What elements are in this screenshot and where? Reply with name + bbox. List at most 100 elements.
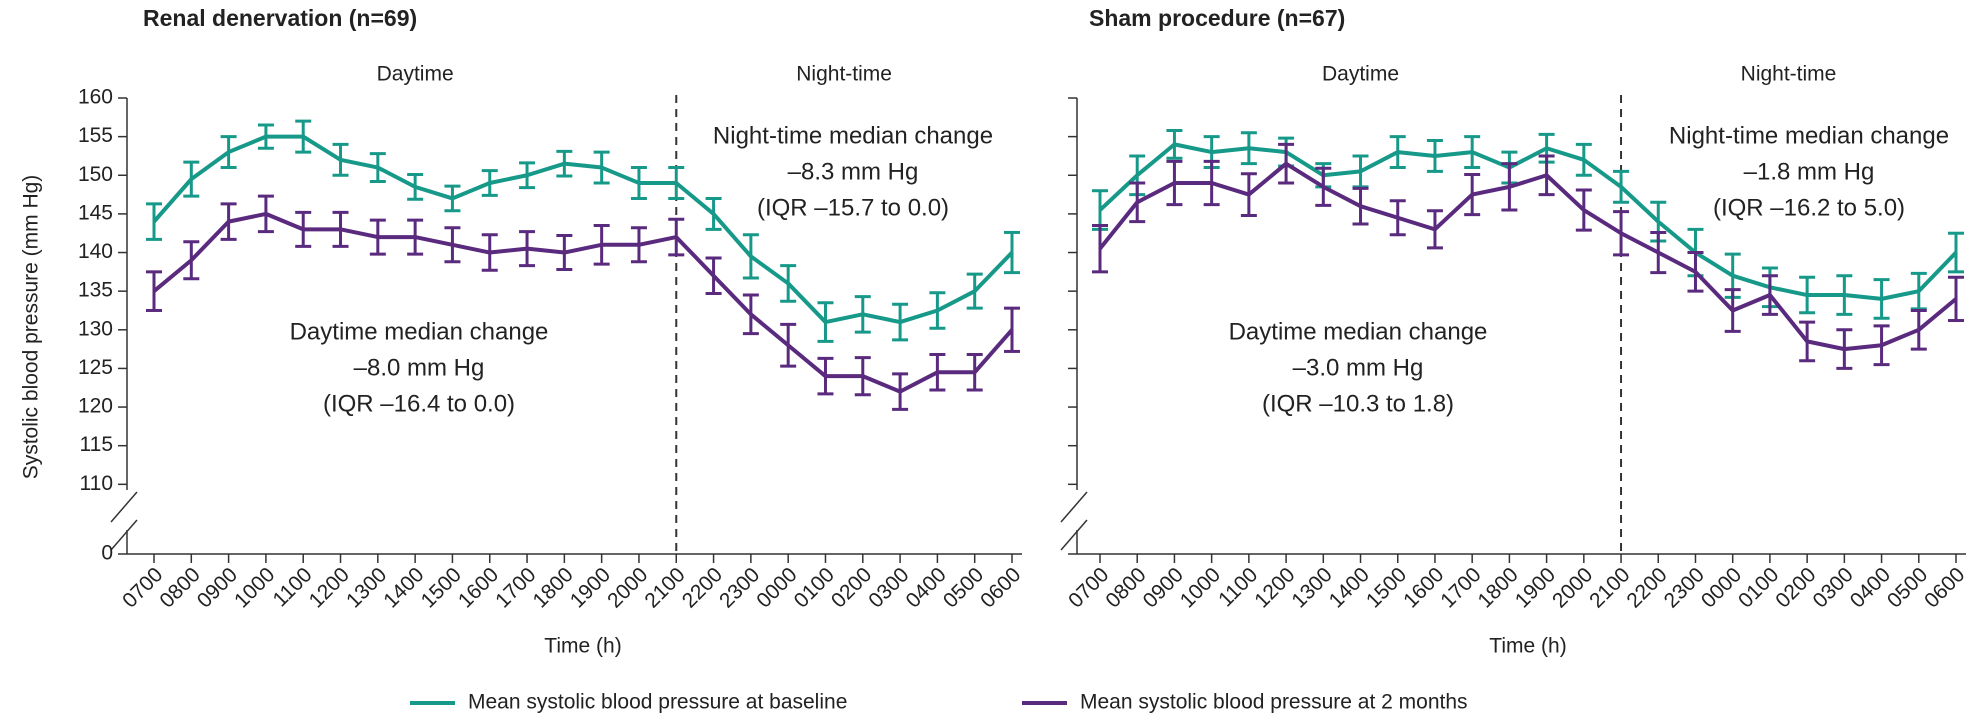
error-bar bbox=[1575, 188, 1592, 232]
error-bar bbox=[556, 149, 573, 178]
error-bar bbox=[1724, 288, 1741, 333]
error-bar bbox=[854, 356, 871, 397]
error-bar bbox=[220, 135, 237, 170]
annotation: Night-time median change bbox=[713, 122, 993, 149]
series-line bbox=[1098, 142, 1958, 301]
x-tick-label: 1400 bbox=[1325, 563, 1374, 612]
error-bar bbox=[780, 322, 797, 368]
error-bar bbox=[966, 272, 983, 310]
axis-break bbox=[110, 491, 138, 523]
error-bar bbox=[220, 202, 237, 241]
series-line bbox=[152, 134, 1014, 325]
error-bar bbox=[1092, 223, 1108, 274]
error-bar bbox=[1166, 128, 1183, 160]
x-tick-label: 1000 bbox=[230, 563, 279, 612]
y-tick-label: 150 bbox=[78, 163, 113, 186]
axis-break bbox=[110, 519, 138, 551]
y-axis-label: Systolic blood pressure (mm Hg) bbox=[20, 175, 43, 480]
error-bar bbox=[1166, 159, 1183, 207]
error-bar bbox=[407, 172, 424, 201]
error-bar bbox=[929, 291, 946, 330]
annotation: –1.8 mm Hg bbox=[1744, 158, 1875, 185]
error-bar bbox=[1613, 169, 1630, 204]
annotation: Daytime median change bbox=[1229, 318, 1488, 345]
x-tick-label: 1300 bbox=[1287, 563, 1336, 612]
error-bar bbox=[1538, 154, 1555, 197]
error-bar bbox=[1761, 274, 1778, 316]
y-tick-label: 130 bbox=[78, 317, 113, 340]
error-bar bbox=[1910, 308, 1927, 351]
x-tick-label: 0800 bbox=[1101, 563, 1150, 612]
y-tick-label: 135 bbox=[78, 279, 113, 302]
x-tick-label: 1900 bbox=[1511, 563, 1560, 612]
x-tick-label: 1100 bbox=[268, 563, 316, 611]
chart-title: Renal denervation (n=69) bbox=[143, 5, 417, 31]
error-bar bbox=[1426, 209, 1443, 250]
error-bar bbox=[668, 217, 685, 257]
annotation: (IQR –15.7 to 0.0) bbox=[757, 194, 949, 221]
x-tick-label: 0600 bbox=[976, 563, 1025, 612]
error-bar bbox=[1948, 231, 1964, 274]
error-bar bbox=[1315, 166, 1332, 207]
error-bar bbox=[817, 301, 834, 343]
axis-break bbox=[1060, 491, 1088, 523]
error-bar bbox=[1687, 251, 1704, 293]
x-tick-label: 1900 bbox=[566, 563, 615, 612]
x-tick-label: 1600 bbox=[1399, 563, 1448, 612]
y-tick-label: 160 bbox=[78, 86, 113, 109]
x-tick-label: 1800 bbox=[1474, 563, 1523, 612]
error-bar bbox=[444, 226, 461, 264]
y-tick-label: 140 bbox=[78, 240, 113, 263]
annotation: (IQR –16.4 to 0.0) bbox=[323, 390, 515, 417]
error-bar bbox=[407, 218, 424, 256]
y-tick-label: 115 bbox=[80, 433, 113, 456]
x-tick-label: 2000 bbox=[603, 563, 652, 612]
axis-break bbox=[1060, 519, 1088, 551]
error-bar bbox=[1389, 135, 1406, 170]
error-bar bbox=[519, 161, 536, 190]
series-line bbox=[1098, 161, 1958, 352]
error-bar bbox=[742, 293, 759, 336]
error-bar bbox=[556, 234, 573, 272]
error-bar bbox=[1650, 230, 1667, 275]
x-tick-label: 1500 bbox=[1362, 563, 1411, 612]
y-tick-label: 120 bbox=[78, 395, 113, 418]
error-bar bbox=[332, 142, 349, 177]
x-tick-label: 1200 bbox=[1250, 563, 1299, 612]
error-bar bbox=[1873, 324, 1890, 367]
error-bar bbox=[1092, 189, 1108, 231]
x-tick-label: 0500 bbox=[1883, 563, 1932, 612]
x-tick-label: 2000 bbox=[1548, 563, 1597, 612]
error-bar bbox=[183, 240, 200, 281]
chart-title: Sham procedure (n=67) bbox=[1089, 5, 1345, 31]
error-bar bbox=[1799, 275, 1816, 315]
x-tick-label: 1000 bbox=[1176, 563, 1225, 612]
error-bar bbox=[369, 152, 386, 183]
period-label: Daytime bbox=[1322, 63, 1399, 86]
error-bar bbox=[705, 256, 722, 295]
error-bar bbox=[295, 119, 312, 154]
x-tick-label: 0000 bbox=[1697, 563, 1746, 612]
error-bar bbox=[481, 169, 498, 197]
error-bar bbox=[1203, 159, 1220, 207]
error-bar bbox=[1799, 320, 1816, 363]
series-line bbox=[152, 211, 1014, 394]
error-bar bbox=[1836, 274, 1853, 316]
period-label: Daytime bbox=[377, 63, 454, 86]
x-tick-label: 0200 bbox=[827, 563, 876, 612]
error-bar bbox=[1948, 275, 1964, 323]
x-tick-label: 1100 bbox=[1214, 563, 1262, 611]
x-tick-label: 1700 bbox=[1436, 563, 1485, 612]
error-bar bbox=[1426, 138, 1443, 173]
error-bar bbox=[1910, 271, 1927, 311]
x-tick-label: 2200 bbox=[1622, 563, 1671, 612]
error-bar bbox=[630, 226, 647, 264]
annotation: –8.0 mm Hg bbox=[354, 354, 485, 381]
x-tick-label: 0400 bbox=[902, 563, 951, 612]
y-tick-label: 110 bbox=[80, 472, 113, 495]
error-bar bbox=[257, 123, 274, 150]
x-tick-label: 0300 bbox=[1809, 563, 1858, 612]
x-tick-label: 0900 bbox=[193, 563, 242, 612]
error-bar bbox=[817, 356, 834, 396]
